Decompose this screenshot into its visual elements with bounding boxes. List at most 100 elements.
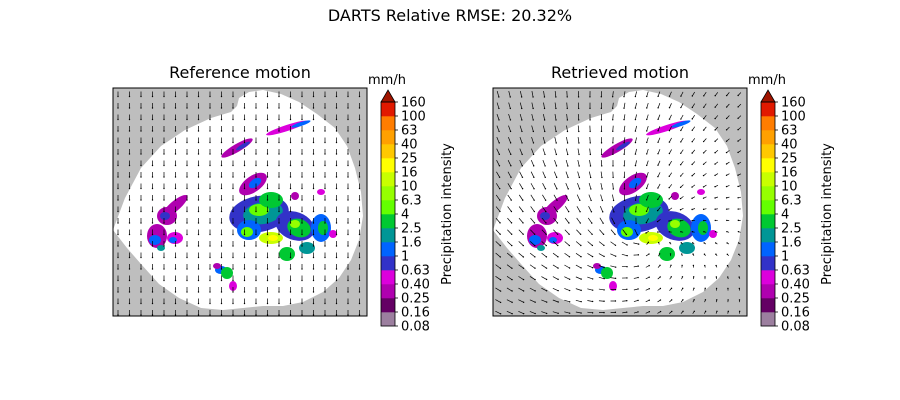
- motion-vector-head: [498, 142, 500, 144]
- motion-vector-head: [680, 106, 682, 109]
- motion-vector-head: [197, 291, 200, 293]
- precip-layer: [527, 120, 717, 291]
- motion-vector-head: [499, 313, 502, 315]
- motion-vector-head: [634, 187, 637, 190]
- motion-vector-head: [521, 119, 523, 121]
- motion-vector-head: [637, 265, 639, 267]
- motion-vector-head: [209, 268, 211, 270]
- motion-vector: [530, 183, 535, 189]
- motion-vector: [612, 183, 614, 189]
- motion-vector-head: [567, 188, 569, 190]
- motion-vector-head: [737, 197, 739, 199]
- motion-vector-head: [358, 164, 361, 167]
- colorbar-1: 0.080.160.250.400.6311.62.546.3101625406…: [748, 73, 835, 335]
- motion-vector-head: [209, 130, 211, 132]
- motion-vector: [576, 217, 581, 224]
- motion-vector-head: [511, 290, 513, 292]
- motion-vector: [554, 102, 557, 109]
- motion-vector-head: [725, 129, 728, 131]
- motion-vector-head: [324, 222, 326, 224]
- motion-vector: [565, 206, 569, 212]
- motion-vector: [703, 103, 707, 108]
- motion-vector-head: [151, 302, 154, 305]
- motion-vector-head: [220, 314, 223, 316]
- motion-vector: [587, 264, 593, 269]
- motion-vector-head: [220, 256, 223, 259]
- motion-vector-head: [335, 256, 338, 259]
- motion-vector-head: [510, 233, 513, 235]
- motion-vector-head: [591, 289, 594, 291]
- motion-vector-head: [209, 199, 211, 201]
- motion-vector-head: [680, 242, 682, 244]
- motion-vector-head: [522, 222, 524, 224]
- motion-vector-head: [209, 176, 211, 178]
- motion-vector-head: [521, 107, 523, 110]
- motion-vector-head: [534, 301, 536, 303]
- motion-vector-head: [232, 245, 234, 247]
- motion-vector-head: [637, 254, 640, 256]
- motion-vector-head: [163, 141, 165, 144]
- motion-vector-head: [289, 279, 292, 282]
- motion-vector-head: [614, 255, 617, 257]
- motion-vector-head: [679, 163, 682, 166]
- motion-vector-head: [637, 243, 640, 245]
- motion-vector: [635, 125, 637, 132]
- motion-vector-head: [624, 222, 627, 225]
- motion-vector: [507, 206, 512, 212]
- motion-vector-head: [556, 188, 558, 190]
- motion-vector-head: [725, 140, 728, 142]
- motion-vector-head: [151, 222, 154, 224]
- motion-vector: [635, 148, 637, 155]
- motion-vector-head: [278, 95, 280, 98]
- motion-vector: [633, 242, 639, 245]
- motion-vector-head: [645, 232, 647, 234]
- motion-vector: [543, 113, 545, 121]
- motion-vector-head: [151, 256, 154, 259]
- motion-vector-head: [522, 256, 525, 258]
- motion-vector-head: [301, 164, 303, 167]
- motion-vector-head: [301, 199, 303, 201]
- motion-vector-head: [509, 130, 512, 133]
- motion-vector-head: [626, 311, 628, 313]
- motion-vector-head: [335, 245, 338, 247]
- motion-vector-head: [566, 142, 569, 144]
- motion-vector-head: [186, 176, 188, 178]
- motion-vector-head: [568, 289, 571, 292]
- motion-vector-head: [589, 165, 592, 167]
- motion-vector: [495, 299, 501, 303]
- motion-vector-head: [278, 164, 280, 167]
- motion-vector-head: [140, 302, 142, 305]
- motion-vector-head: [255, 141, 257, 144]
- motion-vector-head: [324, 130, 326, 132]
- motion-vector: [518, 264, 524, 269]
- motion-vector-head: [312, 279, 315, 282]
- colorbar-tick-label: 10: [401, 180, 418, 195]
- motion-vector-head: [140, 256, 142, 259]
- motion-vector-head: [358, 153, 361, 155]
- motion-vector: [566, 136, 568, 144]
- motion-vector-head: [197, 187, 200, 190]
- motion-vector-head: [543, 119, 546, 121]
- motion-vector-head: [714, 152, 716, 154]
- motion-vector-head: [702, 140, 705, 143]
- motion-vector-head: [566, 96, 568, 98]
- motion-vector-head: [289, 187, 292, 190]
- motion-vector: [554, 171, 557, 178]
- motion-vector-head: [646, 95, 648, 98]
- motion-vector-head: [716, 299, 718, 301]
- motion-vector-head: [255, 176, 257, 178]
- motion-vector-head: [533, 165, 535, 167]
- motion-vector: [623, 160, 626, 166]
- motion-vector-head: [151, 291, 154, 293]
- colorbar-tick-label: 6.3: [401, 194, 422, 209]
- motion-vector-head: [555, 165, 558, 167]
- motion-vector: [541, 287, 547, 292]
- motion-vector-head: [634, 153, 637, 155]
- motion-vector-head: [703, 95, 705, 97]
- motion-vector-head: [522, 290, 525, 292]
- motion-vector-head: [670, 276, 673, 278]
- motion-vector: [657, 149, 661, 154]
- precip-cell: [149, 235, 161, 245]
- motion-vector-head: [499, 244, 501, 247]
- precip-cell: [317, 189, 325, 195]
